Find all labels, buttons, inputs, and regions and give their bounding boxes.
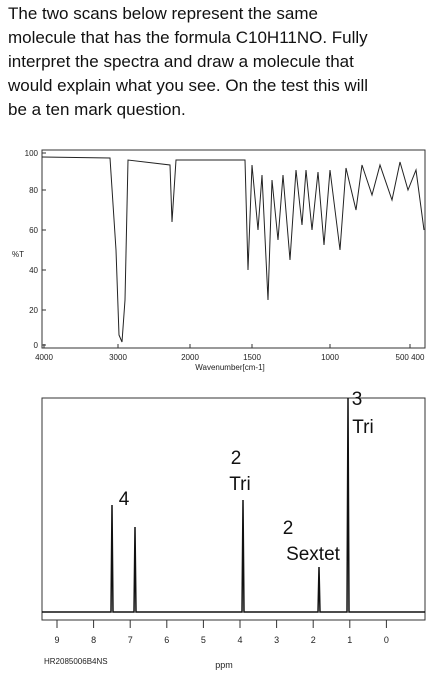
ir-y-tick-label: 20 [29, 306, 38, 315]
nmr-x-tick-label: 5 [201, 635, 206, 645]
ir-y-label: %T [12, 250, 24, 259]
ir-x-tick-label: 500 400 [396, 353, 425, 362]
ir-y-tick-label: 100 [25, 149, 39, 158]
nmr-x-tick-label: 2 [311, 635, 316, 645]
question-text: The two scans below represent the same m… [8, 2, 433, 122]
nmr-annotation: 3 [352, 389, 363, 410]
nmr-x-tick-label: 1 [347, 635, 352, 645]
ir-x-tick-label: 4000 [35, 353, 53, 362]
question-line: molecule that has the formula C10H11NO. … [8, 28, 368, 47]
nmr-annotation: 2 [283, 518, 294, 539]
nmr-x-tick-label: 8 [91, 635, 96, 645]
nmr-x-ticks: 9 8 7 6 5 4 3 2 1 0 [54, 620, 389, 645]
nmr-x-tick-label: 7 [128, 635, 133, 645]
ir-y-tick-label: 60 [29, 226, 38, 235]
question-line: would explain what you see. On the test … [8, 76, 369, 95]
nmr-annotation: Sextet [286, 544, 341, 565]
ir-x-tick-label: 1500 [243, 353, 261, 362]
nmr-annotation: Tri [229, 474, 250, 495]
nmr-code: HR2085006B4NS [44, 657, 108, 666]
nmr-annotation: 2 [231, 448, 242, 469]
nmr-annotation: Tri [352, 417, 373, 438]
question-line: be a ten mark question. [8, 100, 186, 119]
nmr-x-tick-label: 9 [54, 635, 59, 645]
question-line: interpret the spectra and draw a molecul… [8, 52, 354, 71]
nmr-x-tick-label: 0 [384, 635, 389, 645]
ir-y-tick-label: 0 [34, 341, 39, 350]
nmr-x-tick-label: 6 [164, 635, 169, 645]
nmr-x-tick-label: 3 [274, 635, 279, 645]
question-line: The two scans below represent the same [8, 4, 318, 23]
nmr-annotation: 4 [119, 489, 130, 510]
ir-y-tick-label: 40 [29, 266, 38, 275]
ir-y-ticks: 100 80 60 40 20 0 [25, 149, 46, 350]
ir-x-label: Wavenumber[cm-1] [195, 363, 265, 372]
ir-y-tick-label: 80 [29, 186, 38, 195]
nmr-trace [42, 397, 425, 613]
nmr-x-tick-label: 4 [237, 635, 242, 645]
ir-trace [41, 156, 425, 343]
nmr-frame [41, 397, 426, 621]
ir-x-tick-label: 1000 [321, 353, 339, 362]
ir-x-tick-label: 3000 [109, 353, 127, 362]
ir-x-tick-label: 2000 [181, 353, 199, 362]
ir-frame [41, 149, 426, 349]
ir-x-ticks: 4000 3000 2000 1500 1000 500 400 [35, 344, 425, 362]
nmr-x-label: ppm [215, 660, 233, 670]
